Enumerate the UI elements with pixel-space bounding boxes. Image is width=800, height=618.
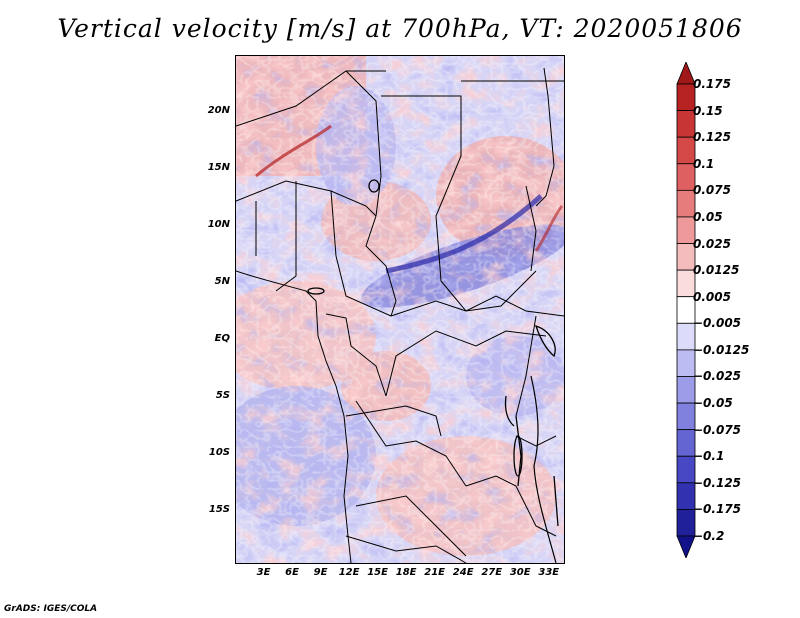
colorbar-label: −0.05 — [693, 396, 733, 411]
longitude-label: 15E — [367, 567, 388, 578]
longitude-label: 6E — [285, 567, 299, 578]
colorbar-label: 0.05 — [693, 209, 723, 224]
longitude-label: 9E — [313, 567, 328, 578]
vertical-velocity-field — [236, 56, 564, 563]
longitude-label: 24E — [452, 567, 474, 578]
coastline — [236, 270, 352, 563]
colorbar — [676, 62, 696, 558]
country-boundaries — [236, 70, 564, 563]
colorbar-label: −0.175 — [693, 502, 742, 517]
colorbar-label: 0.025 — [693, 236, 731, 251]
latitude-label: 10S — [208, 446, 230, 458]
colorbar-label: 0.075 — [693, 183, 731, 198]
colorbar-label: 0.15 — [693, 103, 723, 118]
longitude-label: 33E — [538, 567, 560, 578]
map-panel — [235, 55, 565, 564]
colorbar-label: 0.005 — [693, 289, 731, 304]
colorbar-label: 0.1 — [693, 156, 715, 171]
colorbar-label: −0.075 — [693, 422, 742, 437]
longitude-label: 27E — [481, 567, 503, 578]
latitude-label: 15S — [208, 503, 230, 515]
longitude-label: 12E — [338, 567, 360, 578]
colorbar-label: 0.175 — [693, 77, 731, 91]
longitude-label: 21E — [424, 567, 446, 578]
map-title: Vertical velocity [m/s] at 700hPa, VT: 2… — [57, 14, 743, 43]
colorbar-label: −0.125 — [693, 475, 742, 490]
latitude-label: 5S — [215, 389, 230, 401]
colorbar-label: −0.1 — [693, 449, 725, 464]
grads-credit: GrADS: IGES/COLA — [4, 604, 98, 614]
longitude-label: 30E — [509, 567, 531, 578]
longitude-label: 18E — [395, 567, 417, 578]
latitude-label: 15N — [207, 161, 230, 173]
latitude-label: 5N — [214, 275, 230, 287]
colorbar-segment — [676, 535, 696, 558]
colorbar-label: 0.125 — [693, 130, 731, 145]
latitude-label: 20N — [207, 104, 230, 116]
colorbar-label: 0.0125 — [693, 263, 740, 278]
lakes — [307, 179, 559, 527]
colorbar-label: −0.0125 — [693, 342, 750, 357]
latitude-label: EQ — [214, 332, 230, 344]
colorbar-label: −0.2 — [693, 529, 725, 543]
colorbar-label: −0.005 — [693, 316, 742, 331]
latitude-label: 10N — [207, 218, 230, 230]
colorbar-label: −0.025 — [693, 369, 742, 384]
longitude-label: 3E — [256, 567, 271, 578]
